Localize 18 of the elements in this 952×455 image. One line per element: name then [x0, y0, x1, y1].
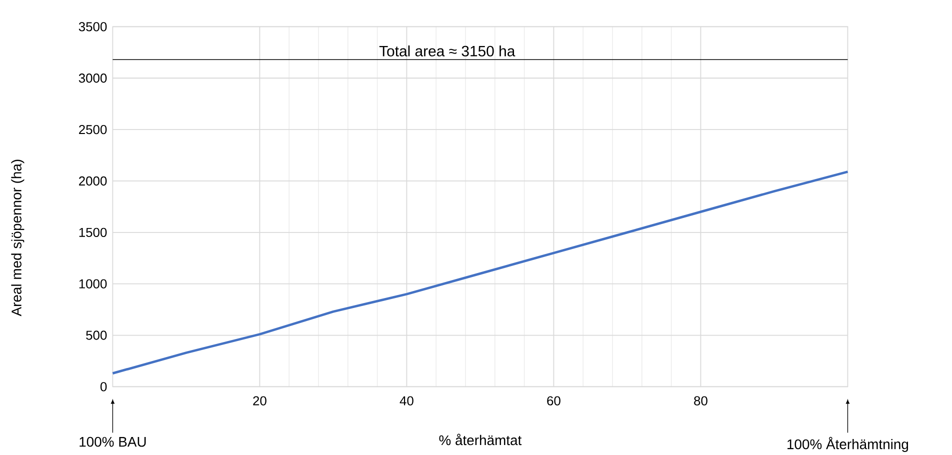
y-tick-label: 500 [86, 330, 107, 340]
x-tick-label: 80 [694, 396, 708, 406]
y-tick-label: 1500 [79, 228, 107, 237]
x-tick-label: 60 [547, 396, 560, 406]
y-axis-title: Areal med sjöpennor (ha) [11, 160, 24, 316]
annotation: 100% BAU [80, 436, 146, 447]
ref-line-label: Total area ≈ 3150 ha [379, 45, 516, 56]
y-tick-label: 3500 [78, 22, 107, 32]
annotation: 100% Återhämtning [788, 436, 908, 452]
y-tick-label: 2000 [79, 176, 107, 186]
x-tick-label: 40 [400, 396, 414, 406]
x-axis-title: % återhämtat [439, 434, 522, 446]
y-tick-label: 3000 [78, 74, 107, 83]
y-tick-label: 0 [100, 382, 107, 392]
y-tick-label: 1000 [79, 279, 107, 288]
line-series [112, 170, 849, 375]
y-tick-label: 2500 [79, 124, 107, 134]
x-tick-label: 20 [253, 396, 266, 406]
